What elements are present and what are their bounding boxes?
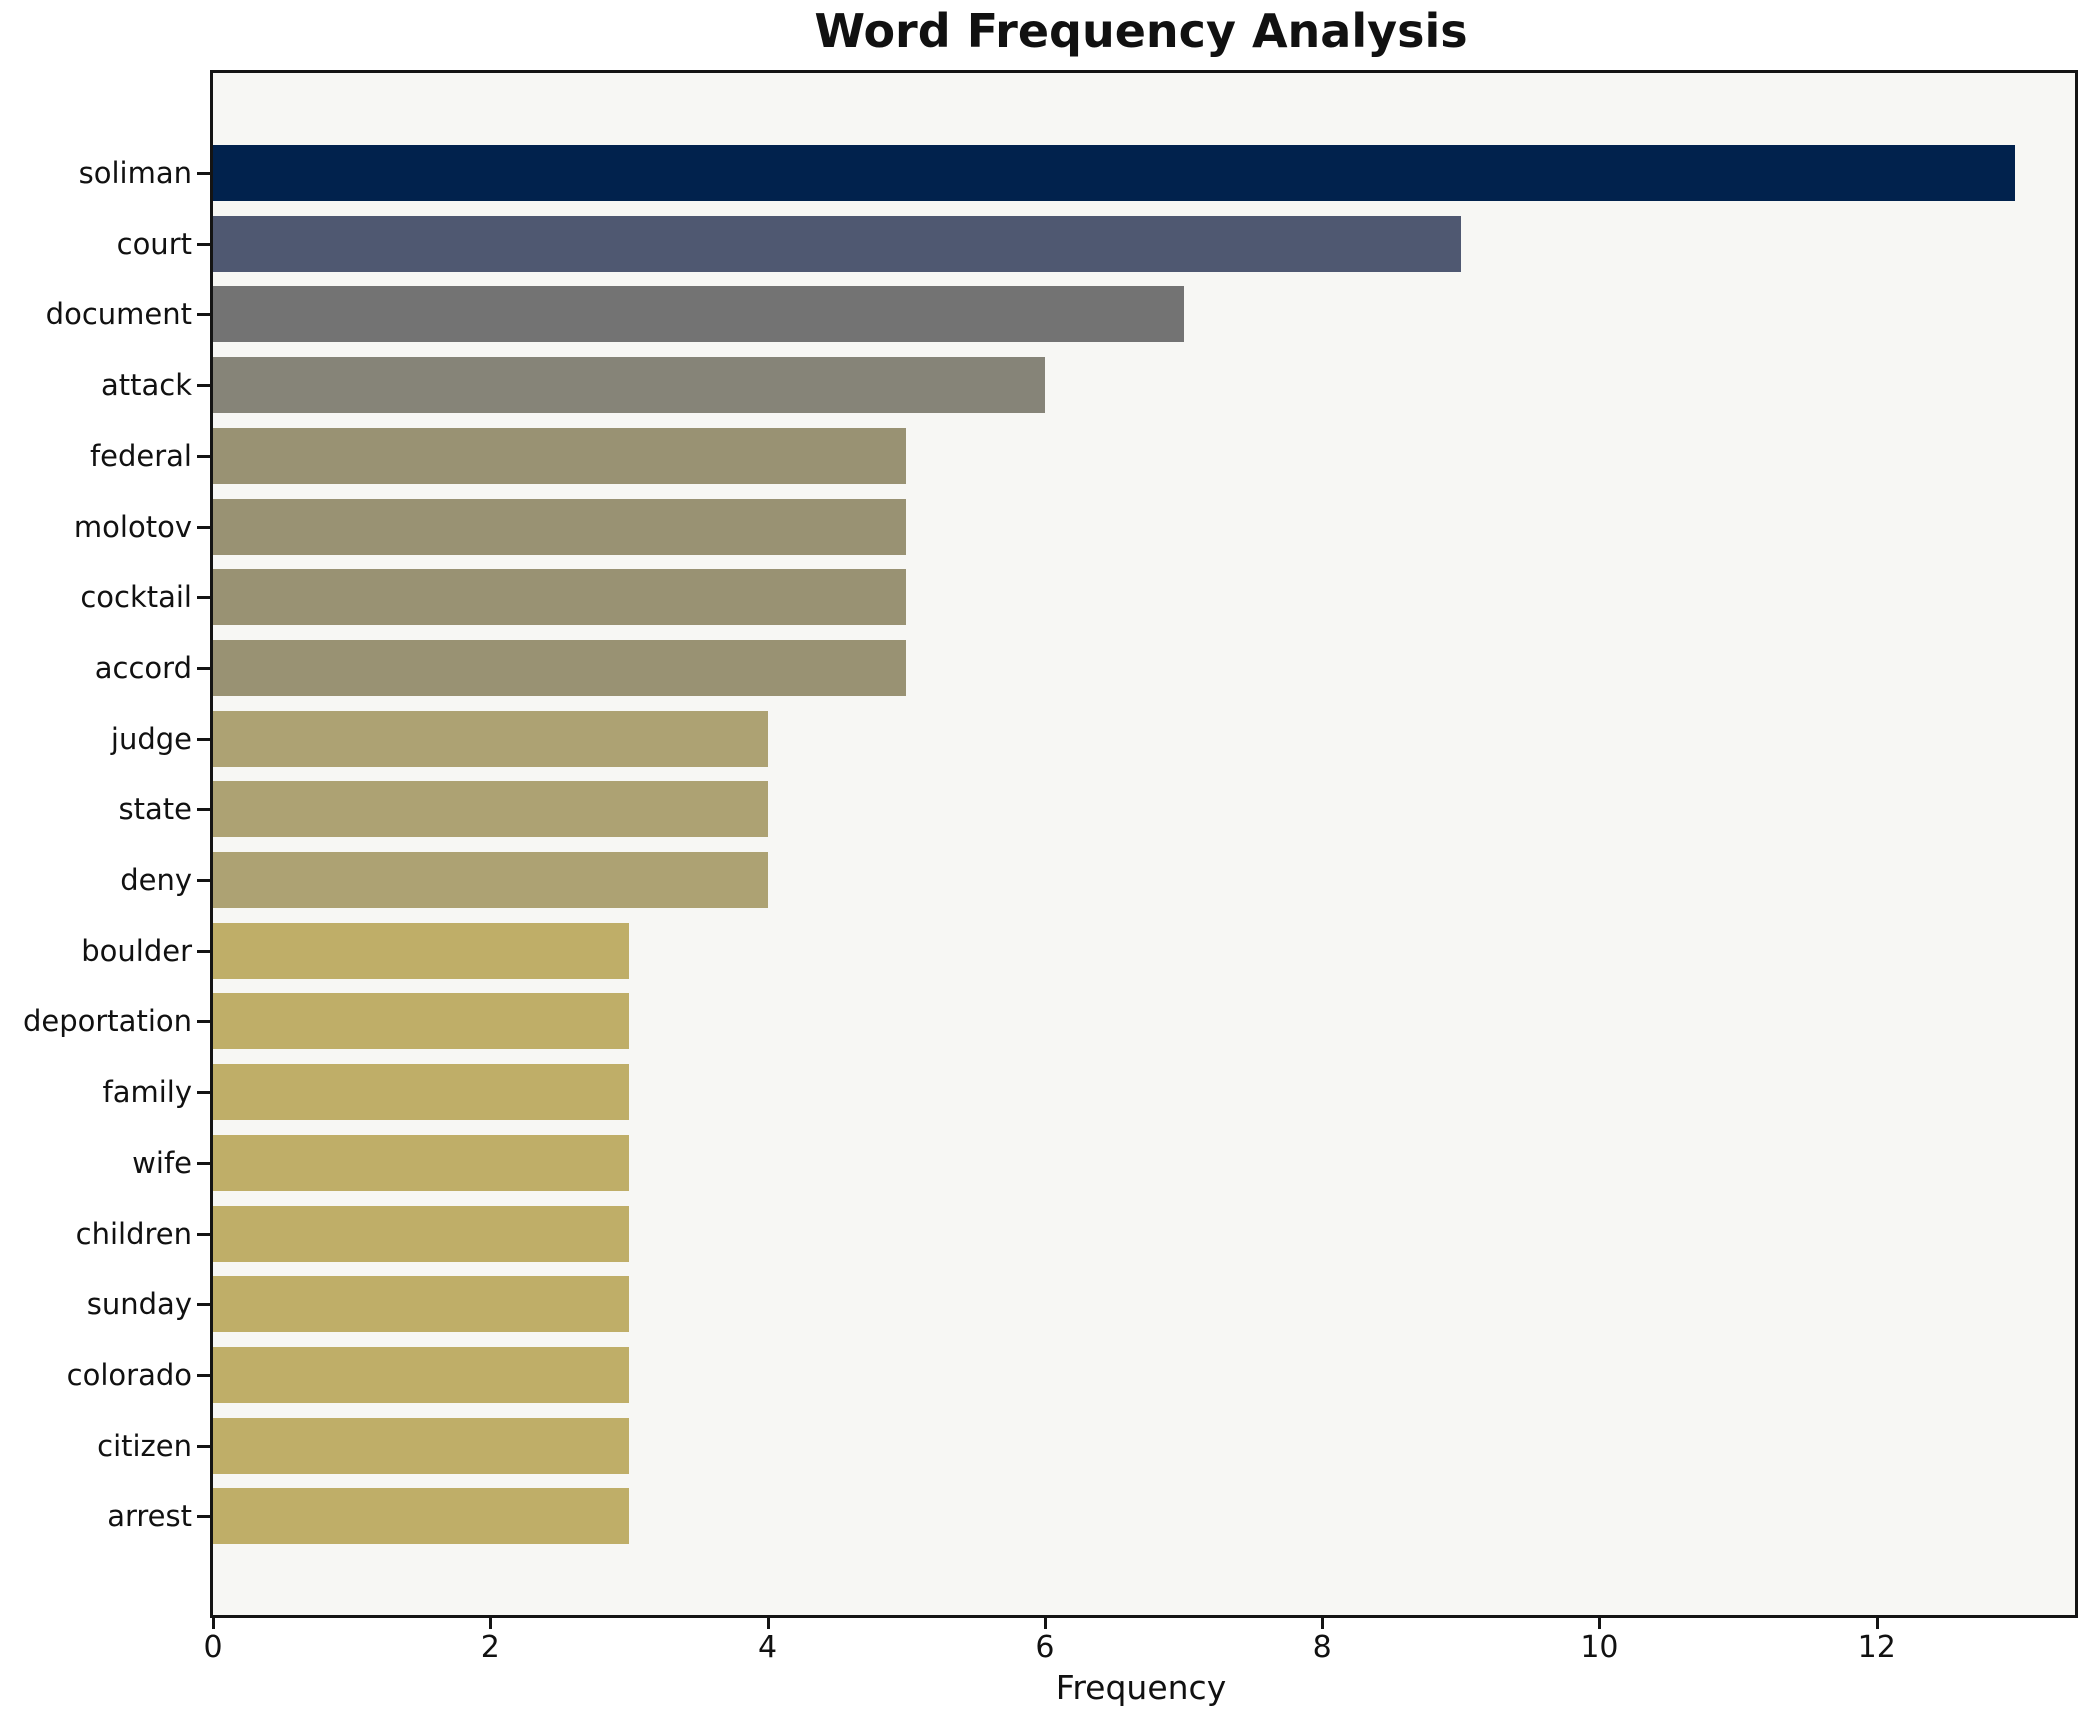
y-tick-judge: [197, 737, 210, 741]
y-axis-label-accord: accord: [94, 650, 192, 685]
bar-document: [213, 286, 1184, 343]
y-axis-label-wife: wife: [132, 1145, 192, 1180]
y-axis-label-federal: federal: [89, 438, 192, 473]
bar-colorado: [213, 1346, 629, 1403]
x-tick-mark-4: [766, 1615, 770, 1629]
y-tick-deny: [197, 879, 210, 882]
x-tick-mark-6: [1043, 1615, 1047, 1629]
y-axis-label-deny: deny: [120, 863, 192, 897]
x-tick-mark-0: [212, 1615, 215, 1629]
y-axis-label-children: children: [75, 1216, 192, 1251]
bar-citizen: [213, 1417, 629, 1474]
bar-state: [213, 781, 768, 838]
y-tick-state: [197, 808, 210, 812]
y-axis-label-boulder: boulder: [81, 933, 192, 968]
x-tick-label-12: 12: [1857, 1630, 1896, 1665]
y-axis-label-citizen: citizen: [97, 1428, 192, 1463]
y-tick-accord: [197, 666, 210, 670]
x-tick-mark-8: [1321, 1615, 1325, 1629]
bar-deny: [213, 852, 768, 908]
y-tick-document: [197, 313, 210, 317]
x-tick-label-0: 0: [203, 1630, 223, 1665]
x-tick-mark-12: [1875, 1615, 1879, 1629]
bar-children: [213, 1205, 629, 1262]
bar-soliman: [213, 145, 2016, 201]
y-tick-attack: [197, 384, 210, 388]
y-axis-label-family: family: [102, 1075, 192, 1110]
y-axis-label-attack: attack: [100, 368, 192, 403]
bar-sunday: [213, 1276, 629, 1333]
y-tick-arrest: [197, 1515, 210, 1519]
y-axis-label-state: state: [118, 792, 192, 827]
x-tick-label-4: 4: [758, 1630, 778, 1665]
bar-arrest: [213, 1488, 629, 1545]
x-axis-label: Frequency: [1055, 1668, 1227, 1707]
x-tick-label-2: 2: [480, 1630, 500, 1665]
y-tick-deportation: [197, 1020, 210, 1024]
bar-judge: [213, 710, 768, 767]
x-tick-mark-10: [1598, 1615, 1602, 1629]
plot-area: [210, 70, 2078, 1618]
y-tick-citizen: [197, 1444, 210, 1448]
y-axis-label-document: document: [45, 297, 192, 332]
y-axis-label-molotov: molotov: [73, 509, 192, 544]
y-tick-colorado: [197, 1373, 210, 1377]
bar-family: [213, 1064, 629, 1121]
y-tick-soliman: [197, 172, 210, 175]
bar-court: [213, 215, 1461, 272]
y-axis-label-soliman: soliman: [78, 156, 192, 190]
bar-attack: [213, 357, 1045, 414]
y-tick-children: [197, 1232, 210, 1236]
bar-molotov: [213, 498, 907, 555]
y-tick-federal: [197, 454, 210, 458]
bar-accord: [213, 639, 907, 696]
y-axis-label-court: court: [116, 226, 192, 261]
y-tick-boulder: [197, 949, 210, 953]
chart-title: Word Frequency Analysis: [814, 4, 1468, 58]
y-tick-wife: [197, 1161, 210, 1165]
y-axis-label-sunday: sunday: [86, 1287, 192, 1322]
x-tick-label-10: 10: [1580, 1630, 1619, 1665]
y-tick-family: [197, 1091, 210, 1095]
x-tick-mark-2: [489, 1615, 493, 1629]
bar-deportation: [213, 993, 629, 1050]
y-tick-sunday: [197, 1303, 210, 1307]
x-tick-label-6: 6: [1035, 1630, 1055, 1665]
y-tick-molotov: [197, 525, 210, 529]
y-tick-cocktail: [197, 596, 210, 600]
x-tick-label-8: 8: [1312, 1630, 1332, 1665]
y-axis-label-cocktail: cocktail: [80, 580, 192, 615]
y-axis-label-arrest: arrest: [107, 1499, 192, 1534]
y-axis-label-colorado: colorado: [66, 1357, 192, 1392]
bar-cocktail: [213, 569, 907, 626]
y-axis-label-deportation: deportation: [22, 1004, 192, 1039]
y-axis-label-judge: judge: [110, 721, 192, 756]
bar-boulder: [213, 922, 629, 979]
y-tick-court: [197, 242, 210, 246]
bar-wife: [213, 1134, 629, 1191]
bar-federal: [213, 427, 907, 484]
